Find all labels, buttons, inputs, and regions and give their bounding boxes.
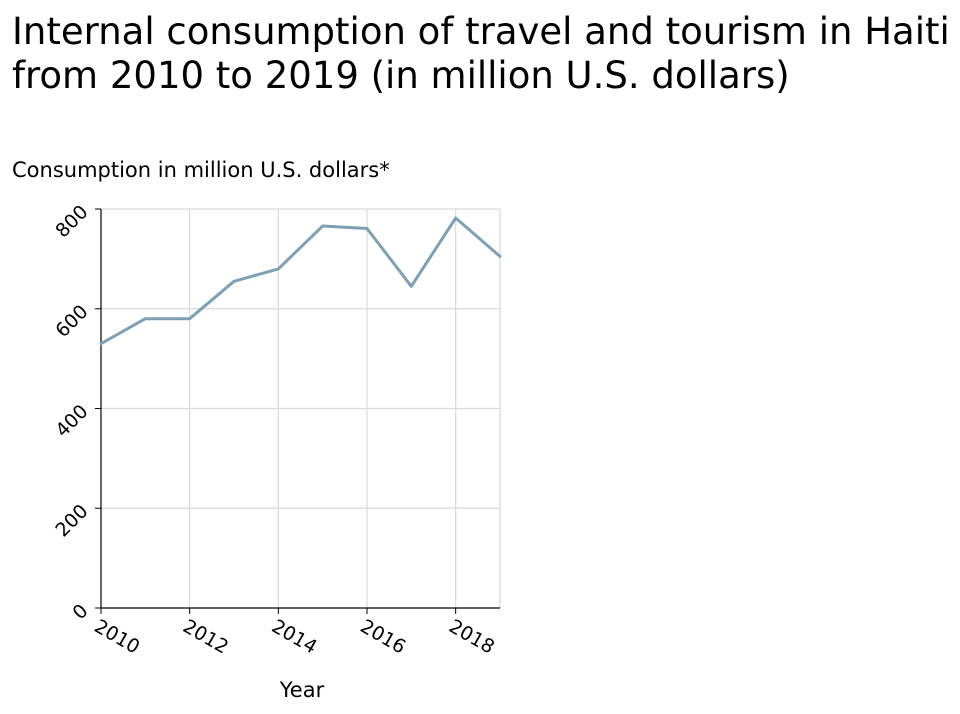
y-tick-label: 600 [51,301,92,342]
y-tick-label: 0 [68,600,92,624]
x-tick-label: 2012 [179,615,232,658]
x-tick-label: 2016 [357,615,410,658]
y-axis-label: Consumption in million U.S. dollars* [12,158,390,182]
x-tick-label: 2018 [445,615,498,658]
grid-lines [101,208,501,608]
x-tick-label: 2010 [91,615,144,658]
y-tick-label: 800 [51,201,92,242]
x-axis-label: Year [279,678,325,702]
y-tick-label: 400 [51,400,92,441]
y-tick-label: 200 [51,500,92,541]
chart-title: Internal consumption of travel and touri… [12,10,950,97]
series-group [99,216,502,346]
x-tick-label: 2014 [268,615,321,658]
series-line [99,216,502,346]
axes [95,208,500,614]
